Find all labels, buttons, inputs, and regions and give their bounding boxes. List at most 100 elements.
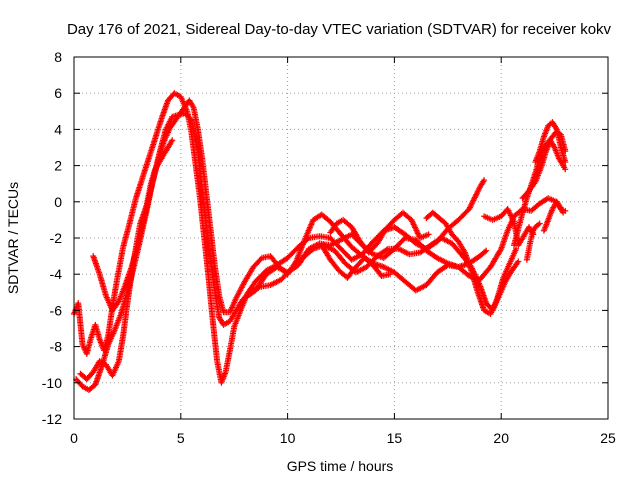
data-point	[372, 240, 374, 243]
data-point	[154, 168, 156, 171]
data-point	[100, 365, 103, 368]
data-point	[107, 343, 109, 346]
y-tick-label: -12	[42, 411, 62, 427]
data-point	[508, 262, 511, 265]
data-point	[308, 248, 310, 250]
data-point	[209, 229, 212, 232]
data-point	[280, 278, 282, 281]
data-point	[534, 181, 537, 183]
data-point	[92, 371, 95, 373]
y-tick-label: -6	[50, 302, 63, 318]
data-point	[235, 309, 238, 312]
data-point	[147, 157, 150, 160]
data-point	[479, 186, 481, 189]
data-point	[560, 208, 562, 210]
data-point	[218, 295, 221, 297]
data-point	[521, 197, 524, 199]
data-point	[171, 115, 174, 118]
data-point	[98, 360, 101, 362]
data-point	[397, 248, 400, 250]
data-point	[320, 213, 323, 216]
data-point	[244, 280, 246, 283]
data-point	[165, 128, 167, 131]
series-arc-9	[481, 206, 537, 249]
data-point	[329, 231, 332, 234]
data-point	[402, 211, 404, 214]
data-point	[265, 273, 268, 276]
data-point	[534, 161, 537, 163]
data-point	[269, 255, 272, 257]
data-point	[457, 266, 460, 268]
data-point	[340, 248, 342, 250]
data-point	[547, 219, 549, 221]
data-point	[329, 244, 332, 247]
data-point	[468, 208, 470, 210]
data-point	[382, 257, 385, 259]
data-point	[135, 197, 137, 199]
data-point	[436, 257, 438, 259]
x-tick-label: 0	[70, 430, 78, 446]
data-point	[335, 222, 338, 225]
data-point	[229, 320, 231, 323]
data-point	[229, 349, 231, 352]
data-point	[92, 255, 95, 257]
data-point	[502, 277, 505, 279]
data-point	[312, 219, 315, 221]
data-point	[485, 302, 488, 304]
data-point	[485, 249, 488, 252]
data-point	[429, 244, 432, 247]
data-point	[414, 289, 417, 292]
data-point	[408, 253, 411, 256]
data-point	[425, 249, 428, 252]
data-point	[483, 215, 485, 218]
data-point	[113, 329, 116, 332]
data-point	[350, 246, 353, 248]
data-point	[350, 226, 353, 228]
data-point	[214, 291, 216, 294]
y-tick-label: -8	[50, 339, 63, 355]
data-point	[414, 239, 417, 241]
data-point	[513, 244, 515, 247]
data-point	[124, 284, 127, 286]
data-point	[340, 233, 342, 236]
data-point	[440, 237, 443, 239]
series-arc-8	[423, 209, 520, 318]
data-point	[192, 106, 195, 109]
data-point	[479, 255, 481, 257]
data-point	[457, 240, 460, 243]
data-point	[555, 128, 558, 131]
series-arc-13	[540, 198, 569, 234]
data-point	[564, 161, 567, 163]
data-point	[133, 258, 135, 261]
data-point	[254, 289, 257, 292]
data-point	[451, 242, 453, 245]
data-point	[122, 246, 124, 248]
series-arc-14	[523, 220, 543, 263]
data-point	[105, 363, 107, 366]
data-point	[483, 309, 485, 312]
data-point	[549, 139, 552, 142]
data-point	[436, 271, 438, 274]
data-point	[229, 311, 231, 314]
data-point	[286, 271, 289, 274]
data-point	[355, 266, 357, 268]
data-point	[483, 179, 485, 181]
data-point	[205, 226, 208, 228]
data-point	[265, 269, 268, 272]
data-point	[318, 235, 321, 237]
data-point	[457, 219, 460, 221]
data-point	[126, 302, 129, 304]
data-point	[489, 266, 492, 268]
series-arc-4	[77, 137, 176, 383]
data-point	[269, 284, 272, 286]
data-point	[372, 264, 374, 266]
data-point	[551, 121, 554, 123]
data-point	[365, 266, 368, 268]
data-point	[564, 210, 567, 212]
x-tick-label: 5	[177, 430, 185, 446]
data-point	[355, 271, 357, 274]
data-point	[528, 226, 530, 228]
data-point	[468, 275, 470, 277]
chart-title: Day 176 of 2021, Sidereal Day-to-day VTE…	[67, 21, 612, 38]
